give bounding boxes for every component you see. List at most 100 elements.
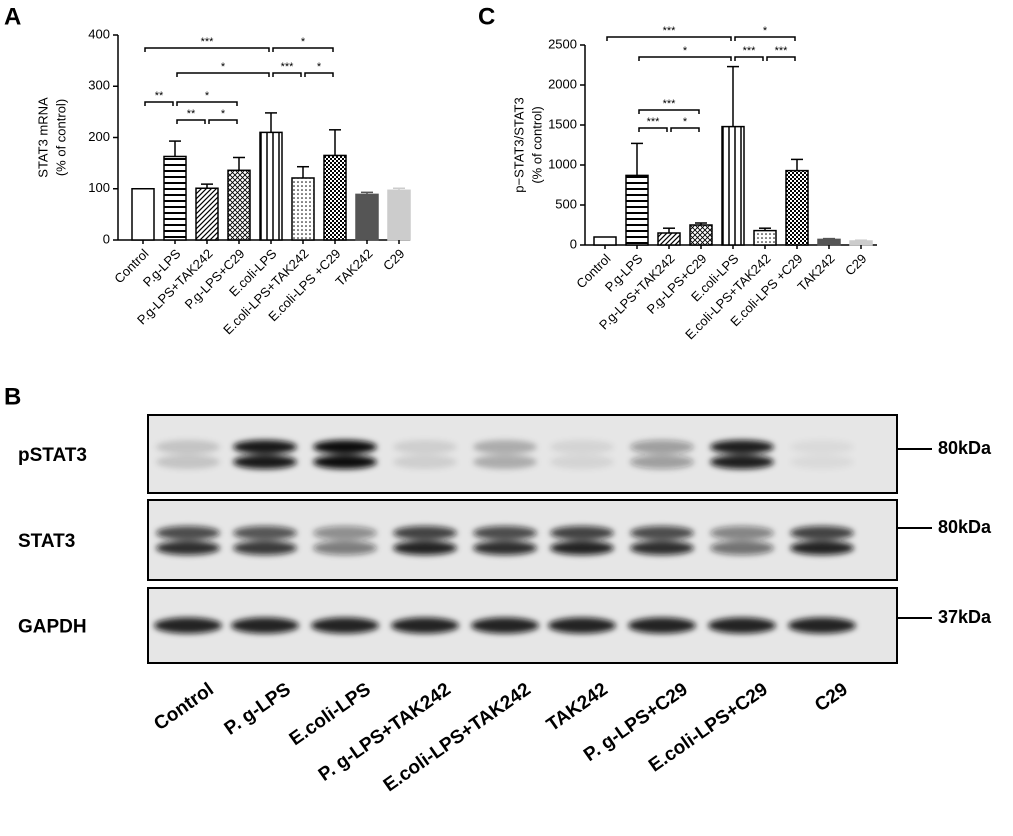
significance-bracket	[766, 56, 796, 61]
significance-bracket	[176, 101, 238, 106]
band	[156, 455, 220, 469]
y-tick-label: 400	[88, 26, 110, 41]
band	[550, 526, 614, 540]
significance-bracket	[606, 36, 732, 41]
significance-bracket	[144, 47, 270, 52]
blot-background	[147, 499, 898, 581]
significance-label: *	[221, 61, 226, 73]
y-tick-label: 0	[570, 236, 577, 251]
significance-label: ***	[743, 45, 757, 57]
bar	[689, 224, 713, 246]
significance-label: *	[317, 61, 322, 73]
y-tick-label: 2000	[548, 76, 577, 91]
band	[790, 526, 854, 540]
bar	[785, 169, 809, 246]
y-axis-label: (% of control)	[53, 99, 68, 176]
bar	[753, 229, 777, 246]
significance-label: ***	[775, 45, 789, 57]
y-tick-label: 0	[103, 231, 110, 246]
band	[393, 541, 457, 555]
band	[550, 455, 614, 469]
band	[630, 440, 694, 454]
band	[313, 541, 377, 555]
panel-label: C	[478, 3, 495, 30]
band	[548, 617, 616, 634]
marker-size: 37kDa	[938, 607, 992, 627]
band	[313, 440, 377, 454]
lane-label: Control	[150, 679, 217, 735]
marker-size: 80kDa	[938, 517, 992, 537]
band	[393, 440, 457, 454]
significance-bracket	[304, 72, 334, 77]
significance-label: ***	[281, 61, 295, 73]
panel-label: B	[4, 383, 21, 410]
significance-label: ***	[663, 98, 677, 110]
significance-bracket	[272, 47, 334, 52]
y-tick-label: 300	[88, 78, 110, 93]
band	[550, 541, 614, 555]
band	[710, 440, 774, 454]
lane-label: P. g-LPS+TAK242	[315, 679, 455, 786]
y-axis-label: (% of control)	[529, 106, 544, 183]
significance-label: ***	[647, 116, 661, 128]
y-axis-label: STAT3 mRNA	[35, 97, 50, 178]
band	[393, 455, 457, 469]
y-tick-label: 2500	[548, 36, 577, 51]
band	[710, 526, 774, 540]
significance-bracket	[272, 72, 302, 77]
blot-bands	[156, 526, 854, 555]
band	[473, 440, 537, 454]
bar	[625, 174, 649, 246]
bar	[849, 240, 873, 246]
significance-bracket	[638, 56, 732, 61]
significance-bracket	[734, 36, 796, 41]
y-axis-label: p−STAT3/STAT3	[511, 97, 526, 192]
x-tick-label: C29	[842, 251, 869, 278]
band	[790, 541, 854, 555]
band	[156, 526, 220, 540]
band	[708, 617, 776, 634]
lane-label: E.coli-LPS+TAK242	[380, 679, 535, 796]
significance-label: *	[221, 108, 226, 120]
bar	[387, 189, 411, 241]
band	[630, 526, 694, 540]
significance-bracket	[176, 72, 270, 77]
band	[630, 455, 694, 469]
blot-bands	[154, 617, 856, 634]
significance-bracket	[208, 119, 238, 124]
y-tick-label: 500	[555, 196, 577, 211]
blot-bands	[156, 440, 854, 469]
significance-label: *	[301, 36, 306, 48]
bar	[323, 154, 347, 241]
significance-bracket	[176, 119, 206, 124]
bar	[131, 188, 155, 241]
bar	[817, 238, 841, 246]
band	[233, 440, 297, 454]
significance-bracket	[670, 127, 700, 132]
significance-label: *	[683, 45, 688, 57]
band	[156, 440, 220, 454]
lane-label: P. g-LPS	[221, 679, 295, 740]
y-tick-label: 1500	[548, 116, 577, 131]
bar	[593, 236, 617, 246]
bar	[355, 193, 379, 241]
band	[233, 541, 297, 555]
band	[471, 617, 539, 634]
band	[628, 617, 696, 634]
marker-size: 80kDa	[938, 438, 992, 458]
y-tick-label: 100	[88, 180, 110, 195]
band	[550, 440, 614, 454]
significance-bracket	[144, 101, 174, 106]
band	[391, 617, 459, 634]
bar	[163, 155, 187, 241]
lane-label: TAK242	[543, 679, 612, 736]
panel-label: A	[4, 3, 21, 30]
band	[630, 541, 694, 555]
bar	[721, 125, 745, 246]
band	[156, 541, 220, 555]
band	[154, 617, 222, 634]
significance-label: **	[187, 108, 196, 120]
band	[710, 541, 774, 555]
bar	[195, 187, 219, 241]
band	[790, 455, 854, 469]
